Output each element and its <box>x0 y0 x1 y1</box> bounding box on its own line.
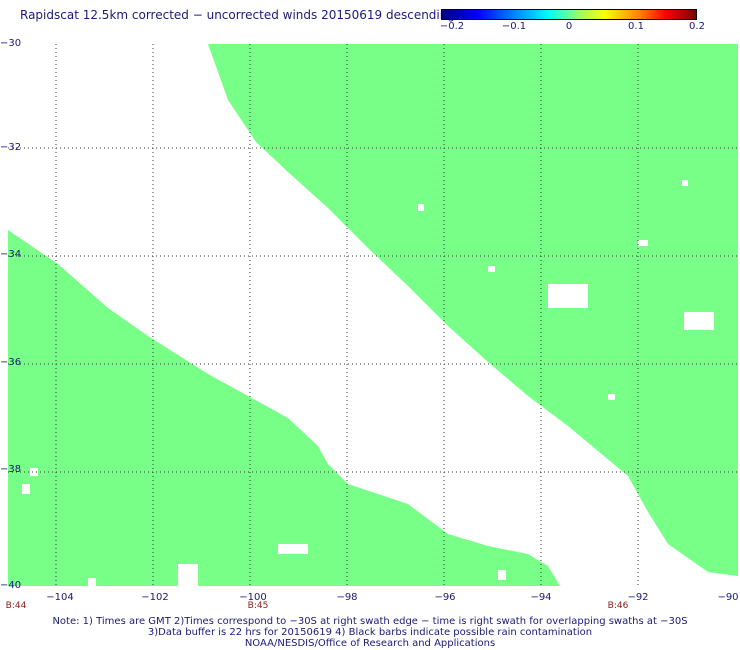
lat-label: −30 <box>0 38 22 49</box>
colorbar-tick: −0.1 <box>501 21 527 32</box>
lat-label: −32 <box>0 142 22 153</box>
colorbar-tick: 0.1 <box>628 21 644 32</box>
colorbar <box>441 9 697 20</box>
lat-label: −36 <box>0 357 22 368</box>
lon-label: −98 <box>336 592 358 603</box>
lat-label: −34 <box>0 249 22 260</box>
colorbar-tick: 0 <box>565 21 573 32</box>
lon-label: −104 <box>46 592 74 603</box>
lon-label: −90 <box>717 592 739 603</box>
graticule <box>8 44 738 586</box>
footnote-line-1: Note: 1) Times are GMT 2)Times correspon… <box>52 616 688 627</box>
lat-label: −40 <box>0 580 22 591</box>
lon-label: −102 <box>141 592 169 603</box>
footnote-credit: NOAA/NESDIS/Office of Research and Appli… <box>244 638 496 649</box>
lat-label: −38 <box>0 464 22 475</box>
chart-title: Rapidscat 12.5km corrected − uncorrected… <box>20 8 455 22</box>
swath-time-label: B:44 <box>5 601 27 611</box>
wind-swath-map <box>8 44 738 586</box>
lon-label: −92 <box>627 592 649 603</box>
colorbar-tick: 0.2 <box>689 21 705 32</box>
lon-label: −100 <box>239 592 267 603</box>
swath-upper-right <box>208 44 738 576</box>
no-data-holes <box>22 180 714 586</box>
lon-label: −94 <box>530 592 552 603</box>
swath-lower-left <box>8 230 560 586</box>
swath-time-label: B:45 <box>247 601 269 611</box>
colorbar-tick: −0.2 <box>439 21 465 32</box>
swath-time-label: B:46 <box>607 601 629 611</box>
lon-label: −96 <box>434 592 456 603</box>
footnote-line-2: 3)Data buffer is 22 hrs for 20150619 4) … <box>147 627 593 638</box>
